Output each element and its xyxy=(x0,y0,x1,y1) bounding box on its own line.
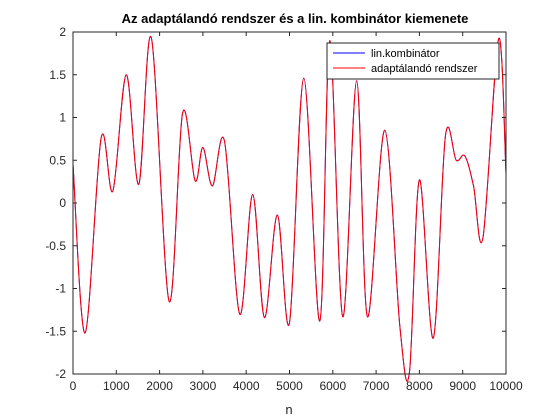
x-tick-label: 1000 xyxy=(103,379,130,393)
x-tick-label: 0 xyxy=(70,379,77,393)
x-tick-label: 4000 xyxy=(233,379,260,393)
y-tick-label: 0 xyxy=(59,196,66,210)
x-tick-label: 6000 xyxy=(319,379,346,393)
x-tick-label: 8000 xyxy=(406,379,433,393)
x-tick-label: 9000 xyxy=(449,379,476,393)
legend: lin.kombinátor adaptálandó rendszer xyxy=(326,42,500,80)
plot-area xyxy=(72,31,507,382)
x-tick-label: 7000 xyxy=(363,379,390,393)
y-tick-label: -1 xyxy=(55,282,66,296)
x-axis: 0 1000 2000 3000 4000 5000 6000 7000 8000 9000 100… xyxy=(70,32,523,393)
y-tick-label: 1.5 xyxy=(49,68,66,82)
chart-title: Az adaptálandó rendszer és a lin. kombin… xyxy=(122,11,469,26)
x-tick-label: 10000 xyxy=(489,379,523,393)
legend-label-1: lin.kombinátor xyxy=(371,48,440,60)
y-axis: -2 -1.5 -1 -0.5 0 0.5 1 1.5 2 xyxy=(45,25,506,381)
y-tick-label: -0.5 xyxy=(45,239,66,253)
x-tick-label: 5000 xyxy=(276,379,303,393)
legend-label-2: adaptálandó rendszer xyxy=(371,63,478,75)
x-tick-label: 2000 xyxy=(146,379,173,393)
series-line-2 xyxy=(72,35,507,382)
y-tick-label: 2 xyxy=(59,25,66,39)
x-tick-label: 3000 xyxy=(190,379,217,393)
legend-box xyxy=(326,42,500,80)
y-tick-label: 0.5 xyxy=(49,153,66,167)
series-layer xyxy=(72,35,507,382)
x-axis-label: n xyxy=(285,402,292,417)
y-tick-label: 1 xyxy=(59,111,66,125)
y-tick-label: -1.5 xyxy=(45,324,66,338)
y-tick-label: -2 xyxy=(55,367,66,381)
